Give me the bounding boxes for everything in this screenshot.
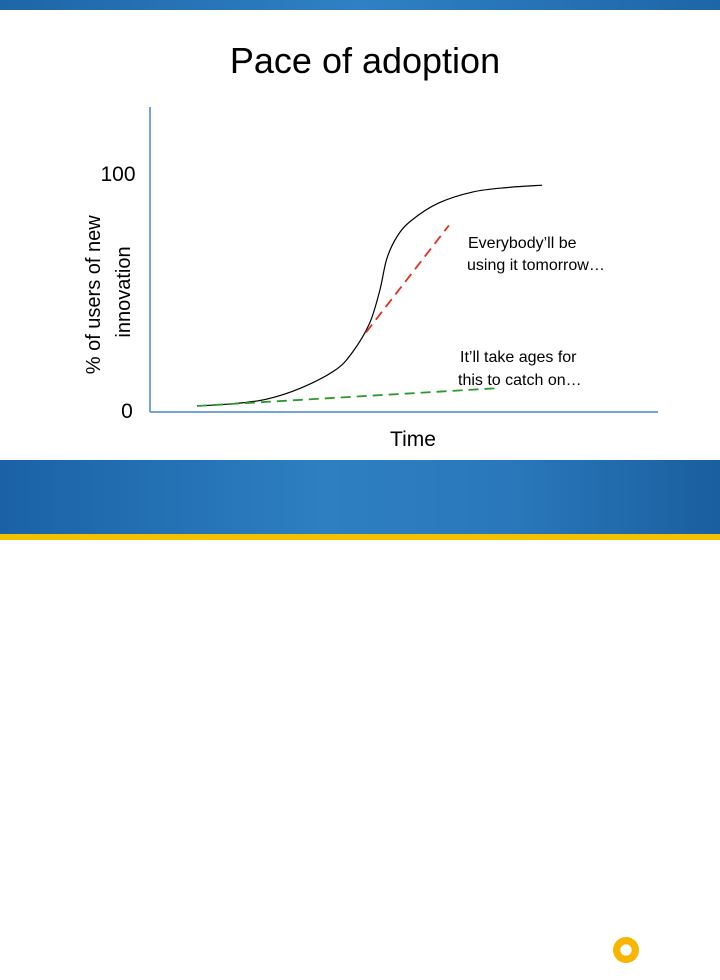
- x-axis-title: Time: [390, 428, 436, 451]
- series-line-actual: [196, 184, 543, 407]
- sun-icon: [612, 937, 639, 963]
- y-tick-label-0: 0: [121, 400, 133, 423]
- slide-title: Pace of adoption: [229, 40, 501, 81]
- y-tick-label-100: 100: [100, 163, 135, 186]
- inacol-logo: iNAC L International Association for K-12…: [512, 925, 694, 980]
- header-band: [0, 0, 720, 10]
- adoption-chart: 100 0 % of users of new innovation Time …: [83, 107, 658, 451]
- annotation-fast: Everybody’ll be using it tomorrow…: [467, 235, 605, 274]
- footer-band: iNAC L International Association for K-12…: [0, 460, 720, 977]
- logo-tagline: International Association for K-12 Onlin…: [518, 968, 695, 977]
- y-axis-title: % of users of new innovation: [83, 210, 135, 375]
- annotation-slow: It’ll take ages for this to catch on…: [458, 349, 582, 389]
- series-line-slow-projection: [196, 387, 498, 407]
- series-layer: [196, 184, 543, 407]
- logo-wordmark: iNAC L: [512, 925, 666, 970]
- series-line-fast-projection: [365, 224, 450, 333]
